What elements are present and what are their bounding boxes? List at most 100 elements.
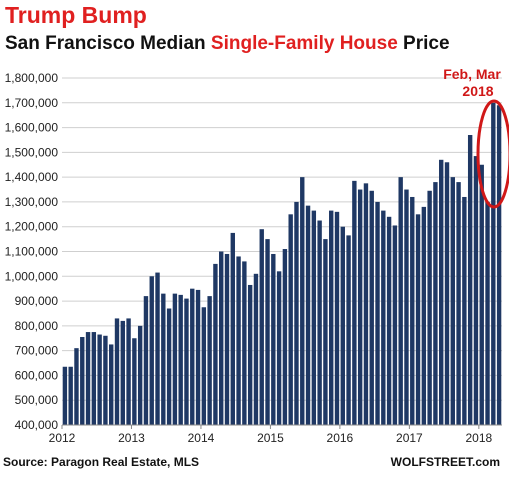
y-tick-label: 900,000 [15,294,59,308]
y-tick-label: 700,000 [15,344,59,358]
bar [300,177,305,425]
bar [346,235,351,425]
bar [456,182,461,425]
y-tick-label: 500,000 [15,393,59,407]
bar [74,348,79,425]
bar [120,320,125,425]
bar [363,183,369,425]
x-tick-label: 2017 [396,431,423,445]
x-tick-label: 2012 [49,431,76,445]
bar [195,289,201,425]
bar [305,205,311,425]
bar [236,256,241,425]
subtitle-part1: San Francisco Median [5,33,211,54]
bar [323,239,328,425]
bar [190,288,195,425]
bar [491,102,496,426]
bar [288,214,293,425]
y-axis: 400,000 500,000 600,000 700,000 800,000 900,0… [5,71,59,432]
bar [114,318,120,425]
y-tick-label: 800,000 [15,319,59,333]
source-note: Source: Paragon Real Estate, MLS [3,455,200,469]
subtitle-highlight: Single-Family House [210,33,398,54]
y-tick-label: 1,000,000 [5,269,59,283]
x-tick-label: 2015 [257,431,284,445]
bar [496,105,502,425]
bar [392,225,398,425]
bar [276,271,282,425]
bar [91,332,97,425]
bar [166,308,172,425]
chart-subtitle: San Francisco Median Single-Family House… [5,33,450,55]
bar [282,249,288,425]
bar [427,190,432,425]
bar [253,273,259,425]
y-tick-label: 1,700,000 [5,96,59,110]
y-tick-label: 1,500,000 [5,145,59,159]
bar [317,220,322,425]
bar [375,201,380,425]
chart-title: Trump Bump [5,2,147,28]
y-tick-label: 600,000 [15,368,59,382]
bar [80,337,85,425]
bar [473,156,479,425]
annotation-line2: 2018 [462,83,493,99]
bar [340,226,345,425]
bar [155,272,160,425]
bar [97,334,102,425]
y-tick-label: 1,300,000 [5,195,59,209]
x-tick-label: 2016 [327,431,354,445]
bar [329,210,334,425]
bar [149,276,154,425]
bar [172,293,178,425]
bar [201,307,207,425]
bar [386,216,392,425]
bar [161,293,166,425]
y-tick-label: 1,800,000 [5,71,59,85]
bar [357,189,363,425]
bar [439,159,444,426]
y-tick-label: 400,000 [15,418,59,432]
bar [109,344,114,425]
bar [207,296,212,425]
bar [213,263,218,425]
bar [247,284,253,425]
bar [369,190,374,425]
bar [126,318,131,425]
bar [242,261,247,425]
y-tick-label: 1,100,000 [5,245,59,259]
bar [132,338,137,425]
bar [137,325,143,425]
x-tick-label: 2013 [118,431,145,445]
x-tick-label: 2014 [188,431,215,445]
bar [462,196,467,425]
bar [381,210,386,425]
bar [143,296,149,425]
bar [294,201,299,425]
y-tick-label: 1,200,000 [5,220,59,234]
bar [103,335,108,425]
subtitle-part2: Price [397,33,450,54]
bar [311,210,317,425]
bar [178,294,183,425]
y-tick-label: 1,600,000 [5,121,59,135]
bar [410,196,415,425]
bar [415,214,421,425]
x-axis: 2012 2013 2014 2015 2016 2017 2018 [49,424,502,445]
bar [259,229,264,425]
x-tick-label: 2018 [465,431,492,445]
bar [184,298,189,425]
bar [479,164,484,425]
bar [433,182,438,425]
bar [444,162,450,425]
bar [485,201,490,425]
bar [271,253,276,425]
annotation-line1: Feb, Mar [443,66,501,82]
bar [224,253,230,425]
bar [421,206,427,425]
bar [68,366,73,425]
bar [230,232,235,425]
bar [467,135,473,425]
bar [352,180,357,425]
bar [404,189,409,425]
